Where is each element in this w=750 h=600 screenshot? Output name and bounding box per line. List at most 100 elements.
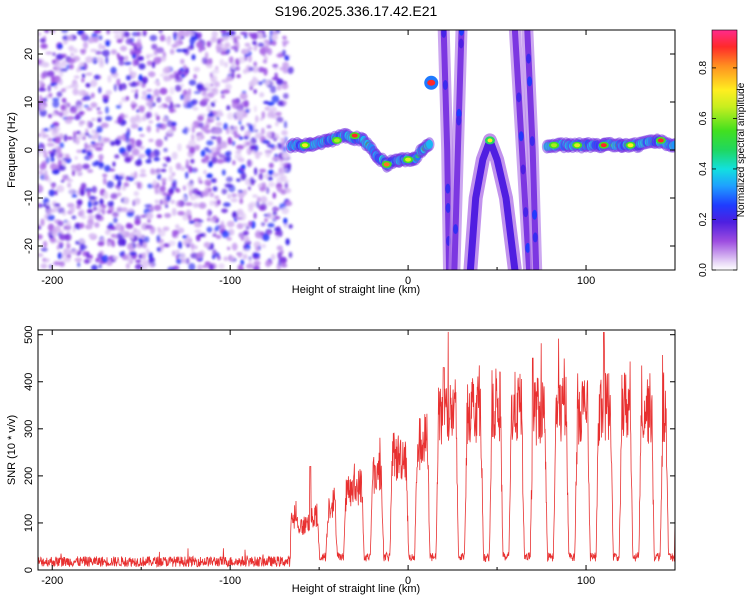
noise-speck [206, 63, 213, 69]
noise-speck [59, 142, 65, 149]
noise-speck [133, 191, 139, 197]
noise-speck [239, 233, 244, 239]
noise-speck [110, 140, 116, 146]
arc-streak [463, 133, 522, 270]
noise-speck [249, 179, 256, 183]
snr-panel: -200 -100 0 100 0 100 200 300 400 500 Height of s… [6, 326, 676, 595]
noise-field [38, 30, 294, 270]
noise-speck [147, 219, 151, 223]
noise-speck [257, 66, 266, 73]
noise-speck [243, 244, 247, 250]
noise-speck [193, 221, 202, 228]
noise-speck [53, 261, 61, 266]
noise-speck [204, 179, 212, 186]
noise-speck [38, 58, 42, 65]
noise-speck [218, 153, 225, 159]
noise-speck [108, 168, 116, 172]
noise-speck [225, 83, 232, 91]
noise-speck [164, 213, 172, 218]
noise-speck [64, 86, 72, 89]
noise-speck [116, 78, 121, 86]
noise-speck [249, 144, 256, 151]
noise-speck [124, 61, 132, 66]
noise-speck [231, 193, 237, 198]
noise-speck [71, 165, 78, 173]
noise-speck [57, 43, 63, 49]
noise-speck [42, 134, 50, 138]
noise-speck [125, 96, 130, 101]
noise-speck [206, 173, 213, 179]
track-hotspot-core [405, 157, 412, 162]
noise-speck [262, 233, 270, 242]
noise-speck [129, 51, 136, 56]
noise-speck [107, 201, 113, 207]
noise-speck [235, 216, 239, 220]
noise-speck [128, 176, 135, 182]
noise-speck [195, 191, 204, 196]
noise-speck [130, 100, 136, 106]
y-tick-label: 0 [23, 567, 35, 573]
noise-speck [149, 262, 155, 268]
noise-speck [98, 35, 103, 41]
noise-speck [209, 219, 216, 223]
noise-speck [132, 58, 137, 67]
noise-speck [169, 48, 175, 55]
noise-speck [226, 176, 233, 183]
noise-speck [252, 252, 261, 258]
noise-speck [196, 136, 202, 142]
noise-speck [156, 234, 161, 243]
noise-speck [185, 67, 189, 75]
noise-speck [261, 243, 267, 249]
noise-speck [131, 89, 135, 93]
noise-speck [112, 255, 119, 260]
noise-speck [276, 53, 284, 58]
noise-speck [125, 263, 130, 269]
y-tick-label: 0 [23, 147, 35, 153]
noise-speck [285, 238, 290, 246]
noise-speck [245, 108, 250, 113]
streak-blob [442, 80, 448, 91]
noise-speck [71, 194, 78, 198]
noise-speck [48, 177, 52, 185]
noise-speck [267, 110, 275, 118]
noise-speck [216, 136, 222, 144]
noise-speck [52, 231, 58, 238]
snr-plot-area [38, 330, 675, 570]
noise-speck [192, 106, 199, 111]
noise-speck [285, 201, 293, 207]
noise-speck [194, 245, 198, 250]
noise-speck [141, 83, 146, 88]
noise-speck [139, 173, 147, 177]
noise-speck [247, 159, 251, 168]
noise-speck [215, 234, 222, 239]
noise-speck [55, 62, 63, 70]
noise-speck [210, 101, 216, 107]
noise-speck [168, 188, 175, 195]
noise-speck [165, 194, 171, 202]
noise-speck [58, 164, 66, 171]
noise-speck [50, 152, 54, 158]
noise-speck [230, 198, 238, 203]
noise-speck [88, 233, 96, 239]
noise-speck [125, 136, 130, 144]
noise-speck [50, 75, 56, 84]
noise-speck [220, 30, 227, 34]
noise-speck [248, 125, 255, 133]
noise-speck [283, 217, 288, 225]
noise-speck [222, 36, 229, 42]
noise-speck [46, 202, 50, 206]
noise-speck [58, 241, 64, 247]
noise-speck [81, 77, 85, 83]
noise-speck [281, 83, 289, 90]
noise-speck [65, 220, 72, 229]
noise-speck [164, 135, 168, 141]
noise-speck [171, 151, 178, 160]
noise-speck [119, 228, 124, 234]
noise-speck [159, 34, 166, 42]
noise-speck [80, 215, 87, 220]
noise-speck [48, 113, 52, 119]
noise-speck [57, 252, 62, 260]
noise-speck [152, 184, 158, 189]
noise-speck [248, 55, 252, 63]
